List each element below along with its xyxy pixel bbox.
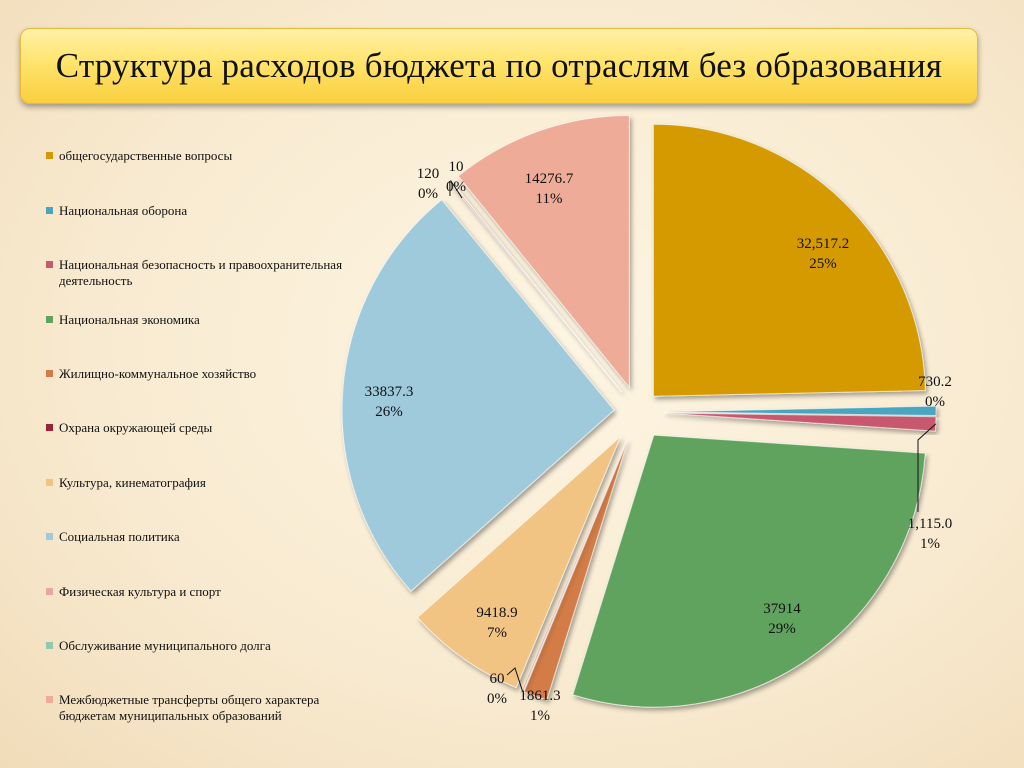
data-label-value: 37914 [763,601,801,617]
legend-swatch [46,370,53,377]
legend-label: Культура, кинематография [59,475,206,490]
legend-swatch [46,152,53,159]
data-label-value: 1861.3 [519,688,560,704]
data-label-value: 730.2 [918,374,952,390]
pie-slice [523,440,629,701]
data-label: 730.2 0% [918,374,952,410]
legend-label: Физическая культура и спорт [59,584,221,599]
data-label: 32,517.2 25% [797,236,850,272]
data-label-percent: 11% [536,191,563,207]
legend-label: Национальная безопасность и правоохранит… [59,257,343,288]
pie-slice [663,405,937,417]
data-label-value: 32,517.2 [797,236,850,252]
data-label-percent: 29% [768,621,796,637]
legend-label: Национальная экономика [59,312,200,327]
legend-swatch [46,316,53,323]
legend-item: Охрана окружающей среды [46,420,366,436]
data-label: 37914 29% [763,601,801,637]
legend-label: Жилищно-коммунальное хозяйство [59,366,257,381]
legend-label: Межбюджетные трансферты общего характера… [59,692,320,723]
data-label-percent: 0% [925,394,945,410]
title-banner: Структура расходов бюджета по отраслям б… [20,28,978,104]
legend-item: Национальная оборона [46,203,366,219]
data-label-percent: 7% [487,625,507,641]
legend-swatch [46,588,53,595]
data-label: 60 0% [487,671,507,707]
pie-slice [457,114,630,389]
legend-swatch [46,424,53,431]
data-label-percent: 1% [920,536,940,552]
legend-swatch [46,533,53,540]
data-label-value: 60 [490,671,505,687]
legend-label: Охрана окружающей среды [59,420,213,435]
legend-item: Национальная экономика [46,312,366,328]
legend-item: Физическая культура и спорт [46,584,366,600]
legend-item: Межбюджетные трансферты общего характера… [46,692,366,724]
data-label: 120 0% [417,166,440,202]
data-label: 9418.9 7% [476,605,517,641]
legend-label: Обслуживание муниципального долга [59,638,271,653]
legend-item: Обслуживание муниципального долга [46,638,366,654]
data-label: 14276.7 11% [525,171,574,207]
data-label-value: 33837.3 [365,384,414,400]
data-label-value: 1,115.0 [908,516,952,532]
pie-slice [572,434,926,708]
leader-line [917,423,937,512]
legend-label: Социальная политика [59,529,180,544]
legend-swatch [46,642,53,649]
leader-line [506,667,523,692]
legend-swatch [46,207,53,214]
legend-item: общегосударственные вопросы [46,148,366,164]
legend-swatch [46,261,53,268]
legend-swatch [46,696,53,703]
pie-slice [663,412,937,432]
data-label-value: 9418.9 [476,605,517,621]
legend-item: Национальная безопасность и правоохранит… [46,257,366,289]
data-label-percent: 0% [446,179,466,195]
pie-slice [416,436,622,689]
data-label-percent: 1% [530,708,550,724]
legend-item: Культура, кинематография [46,475,366,491]
pie-slice [652,123,926,397]
data-label: 10 0% [446,159,466,195]
legend-label: Национальная оборона [59,203,188,218]
data-label: 1,115.0 1% [908,516,952,552]
data-label-percent: 25% [809,256,837,272]
data-label-value: 120 [417,166,440,182]
data-label-value: 10 [449,159,464,175]
legend-item: Социальная политика [46,529,366,545]
data-label-percent: 0% [487,691,507,707]
chart-title: Структура расходов бюджета по отраслям б… [55,46,943,85]
data-label: 1861.3 1% [519,688,560,724]
pie-slice [341,199,615,592]
data-label-percent: 26% [375,404,403,420]
data-label-value: 14276.7 [525,171,574,187]
legend-item: Жилищно-коммунальное хозяйство [46,366,366,382]
data-label-percent: 0% [418,186,438,202]
leader-line [450,180,463,199]
legend-label: общегосударственные вопросы [59,148,233,163]
data-label: 33837.3 26% [365,384,414,420]
legend-swatch [46,479,53,486]
